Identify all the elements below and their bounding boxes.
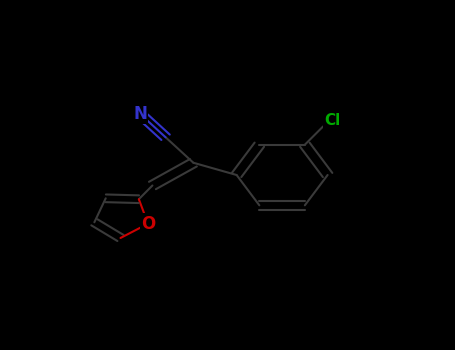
Text: N: N xyxy=(133,105,147,123)
Text: O: O xyxy=(141,215,155,233)
Text: Cl: Cl xyxy=(324,113,340,128)
